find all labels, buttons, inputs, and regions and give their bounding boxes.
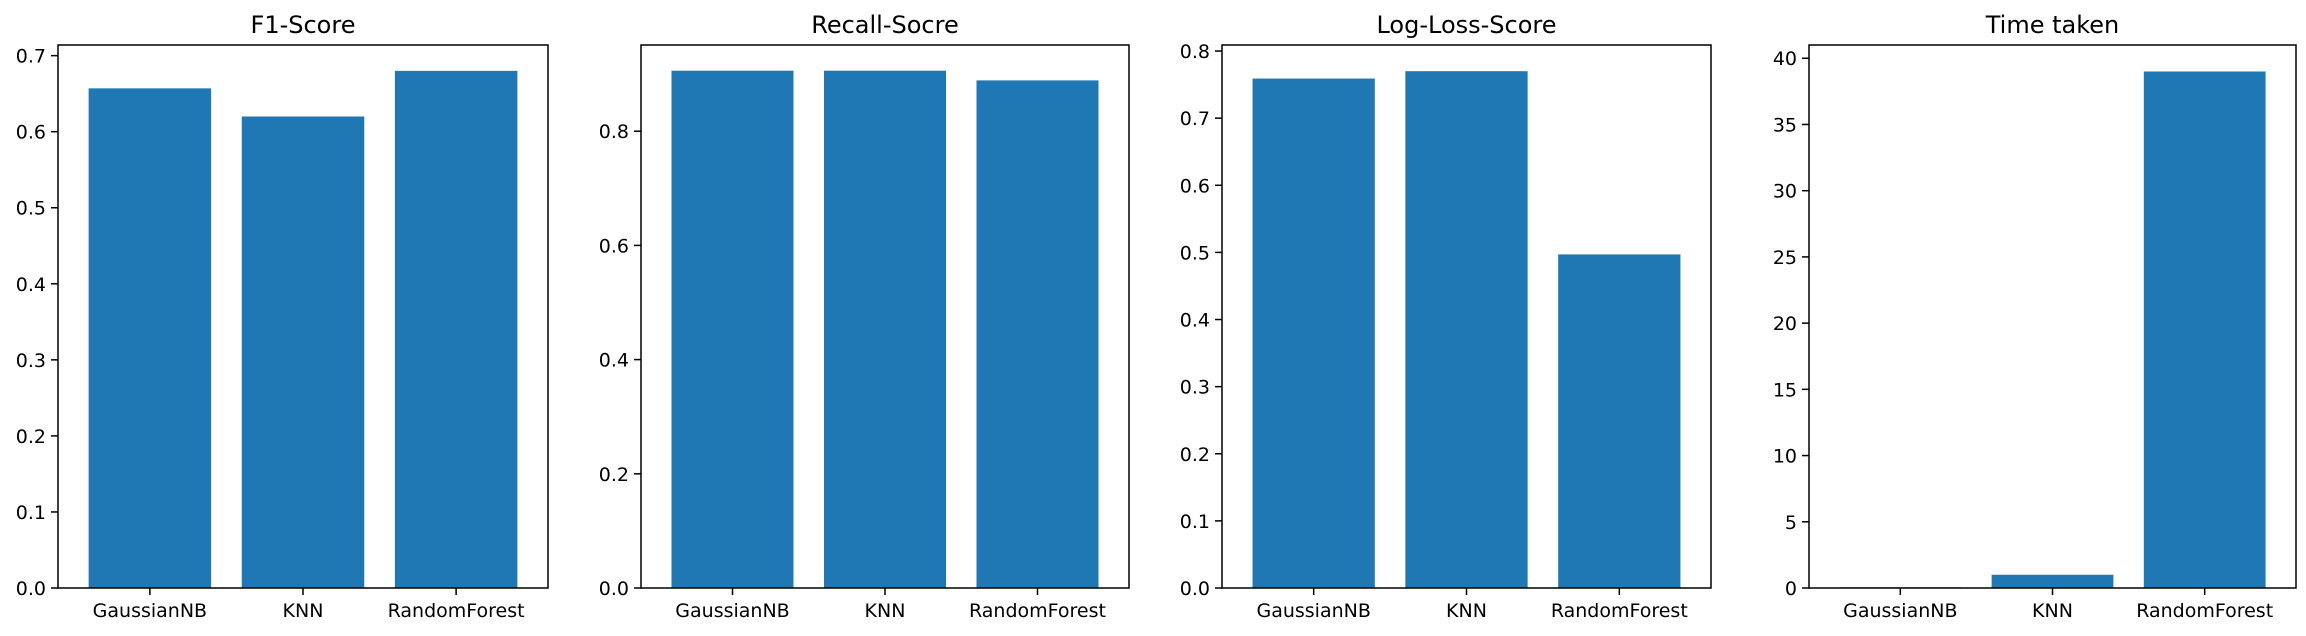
y-tick-label: 0.0 (599, 578, 629, 600)
y-tick-label: 0.2 (1180, 444, 1210, 466)
bar-gaussiannb (88, 88, 212, 588)
chart-title: F1-Score (251, 11, 356, 39)
x-tick-label: GaussianNB (1256, 600, 1370, 622)
y-tick-label: 20 (1773, 313, 1797, 335)
y-tick-label: 0.3 (1180, 377, 1210, 399)
bar-knn (1405, 71, 1528, 589)
x-tick-label: RandomForest (969, 600, 1106, 622)
bar-gaussiannb (1252, 78, 1375, 588)
y-tick-label: 0.5 (16, 198, 46, 220)
x-tick-label: RandomForest (1551, 600, 1688, 622)
chart-panel-3: 0.0 0.1 0.2 0.3 0.4 0.5 0.6 0.7 0.8 GaussianNB KNN… (1180, 11, 1712, 622)
bar-randomforest (2143, 71, 2266, 589)
y-tick-label: 0.0 (16, 578, 46, 600)
x-tick-label: GaussianNB (675, 600, 789, 622)
x-tick-label: KNN (865, 600, 906, 622)
x-tick-label: KNN (1446, 600, 1487, 622)
bar-gaussiannb (671, 70, 794, 588)
y-tick-label: 35 (1773, 114, 1797, 136)
chart-panel-4: 0 5 10 15 20 25 30 35 40 GaussianNB KNN RandomFores… (1773, 11, 2297, 622)
y-tick-label: 0 (1785, 578, 1797, 600)
chart-panel-1: 0.0 0.1 0.2 0.3 0.4 0.5 0.6 0.7 GaussianNB KNN Ran… (16, 11, 549, 622)
y-tick-label: 0.6 (599, 235, 629, 257)
y-tick-label: 0.2 (16, 426, 46, 448)
y-tick-label: 0.8 (1180, 41, 1210, 63)
bar-randomforest (394, 70, 518, 589)
y-tick-label: 0.8 (599, 121, 629, 143)
chart-title: Time taken (1985, 11, 2120, 39)
bar-knn (824, 70, 946, 588)
y-tick-label: 5 (1785, 512, 1797, 534)
y-tick-label: 30 (1773, 181, 1797, 203)
y-tick-label: 0.6 (1180, 175, 1210, 197)
bar-knn (241, 116, 365, 589)
x-tick-label: RandomForest (2136, 600, 2273, 622)
chart-panel-2: 0.0 0.2 0.4 0.6 0.8 GaussianNB KNN RandomForest… (599, 11, 1130, 622)
y-tick-label: 0.4 (16, 274, 46, 296)
x-tick-label: KNN (2032, 600, 2073, 622)
y-tick-label: 0.0 (1180, 578, 1210, 600)
y-tick-label: 0.1 (1180, 511, 1210, 533)
y-tick-label: 0.4 (1180, 310, 1210, 332)
y-tick-label: 0.6 (16, 122, 46, 144)
y-tick-label: 40 (1773, 48, 1797, 70)
y-tick-label: 0.7 (1180, 108, 1210, 130)
y-tick-label: 25 (1773, 247, 1797, 269)
bar-randomforest (1558, 254, 1681, 588)
bar-randomforest (976, 80, 1099, 589)
chart-title: Log-Loss-Score (1376, 11, 1556, 39)
bar-knn (1991, 574, 2114, 588)
y-tick-label: 0.2 (599, 464, 629, 486)
y-tick-label: 0.5 (1180, 242, 1210, 264)
x-tick-label: KNN (283, 600, 324, 622)
y-tick-label: 0.4 (599, 350, 629, 372)
y-tick-label: 0.3 (16, 350, 46, 372)
x-tick-label: GaussianNB (93, 600, 207, 622)
y-tick-label: 0.7 (16, 46, 46, 68)
x-tick-label: GaussianNB (1843, 600, 1957, 622)
x-tick-label: RandomForest (388, 600, 525, 622)
chart-title: Recall-Socre (811, 11, 958, 39)
y-tick-label: 10 (1773, 446, 1797, 468)
y-tick-label: 15 (1773, 379, 1797, 401)
y-tick-label: 0.1 (16, 502, 46, 524)
